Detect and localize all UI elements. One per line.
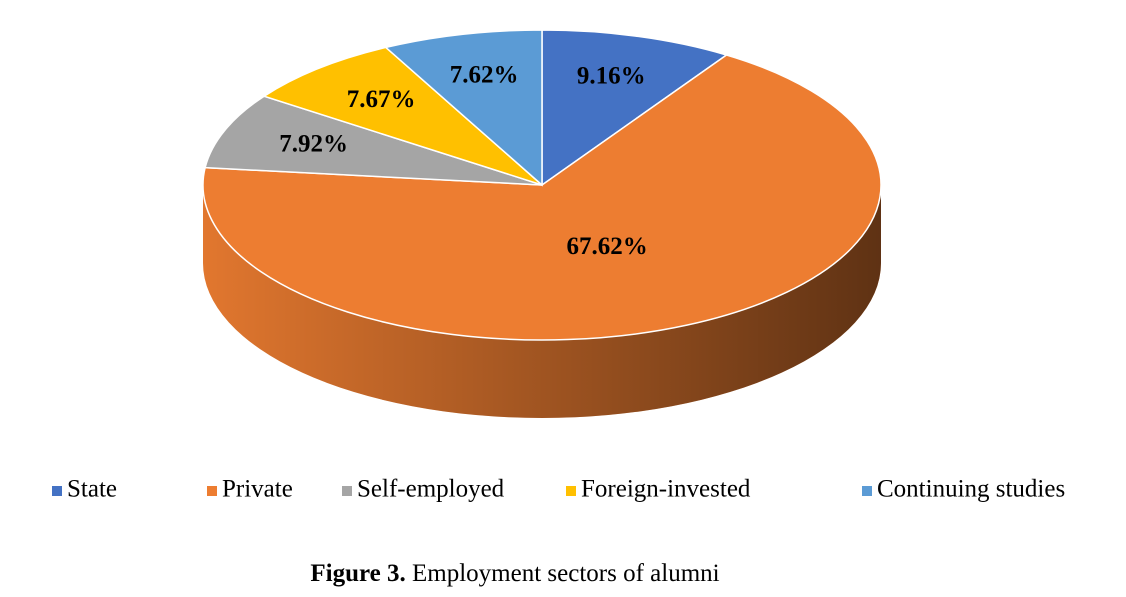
caption-text: Employment sectors of alumni: [412, 560, 720, 587]
legend-label: Foreign-invested: [581, 476, 751, 503]
slice: [384, 29, 543, 187]
legend-swatch: [342, 486, 352, 496]
caption-label: Figure 3.: [310, 560, 405, 587]
slice: [262, 46, 543, 186]
slice: [204, 95, 543, 186]
legend-swatch: [207, 486, 217, 496]
pie: 9.16% 67.62% 7.92% 7.67% 7.62%: [202, 29, 882, 418]
slice-side-shade: [203, 185, 881, 418]
data-label: 9.16%: [577, 63, 646, 90]
data-label: 7.92%: [279, 130, 348, 157]
data-label: 67.62%: [567, 233, 648, 260]
caption: Figure 3. Employment sectors of alumni: [310, 560, 719, 587]
legend-swatch: [862, 486, 872, 496]
legend-swatch: [52, 486, 62, 496]
legend-label: State: [67, 476, 117, 503]
legend-swatch: [566, 486, 576, 496]
slice: [541, 29, 729, 187]
legend: State Private Self-employed Foreign-investe…: [52, 476, 1065, 503]
legend-label: Private: [222, 476, 293, 503]
data-label: 7.67%: [347, 86, 416, 113]
data-label: 7.62%: [450, 61, 519, 88]
legend-label: Self-employed: [357, 476, 505, 503]
slice: [202, 54, 882, 341]
legend-label: Continuing studies: [877, 476, 1065, 503]
